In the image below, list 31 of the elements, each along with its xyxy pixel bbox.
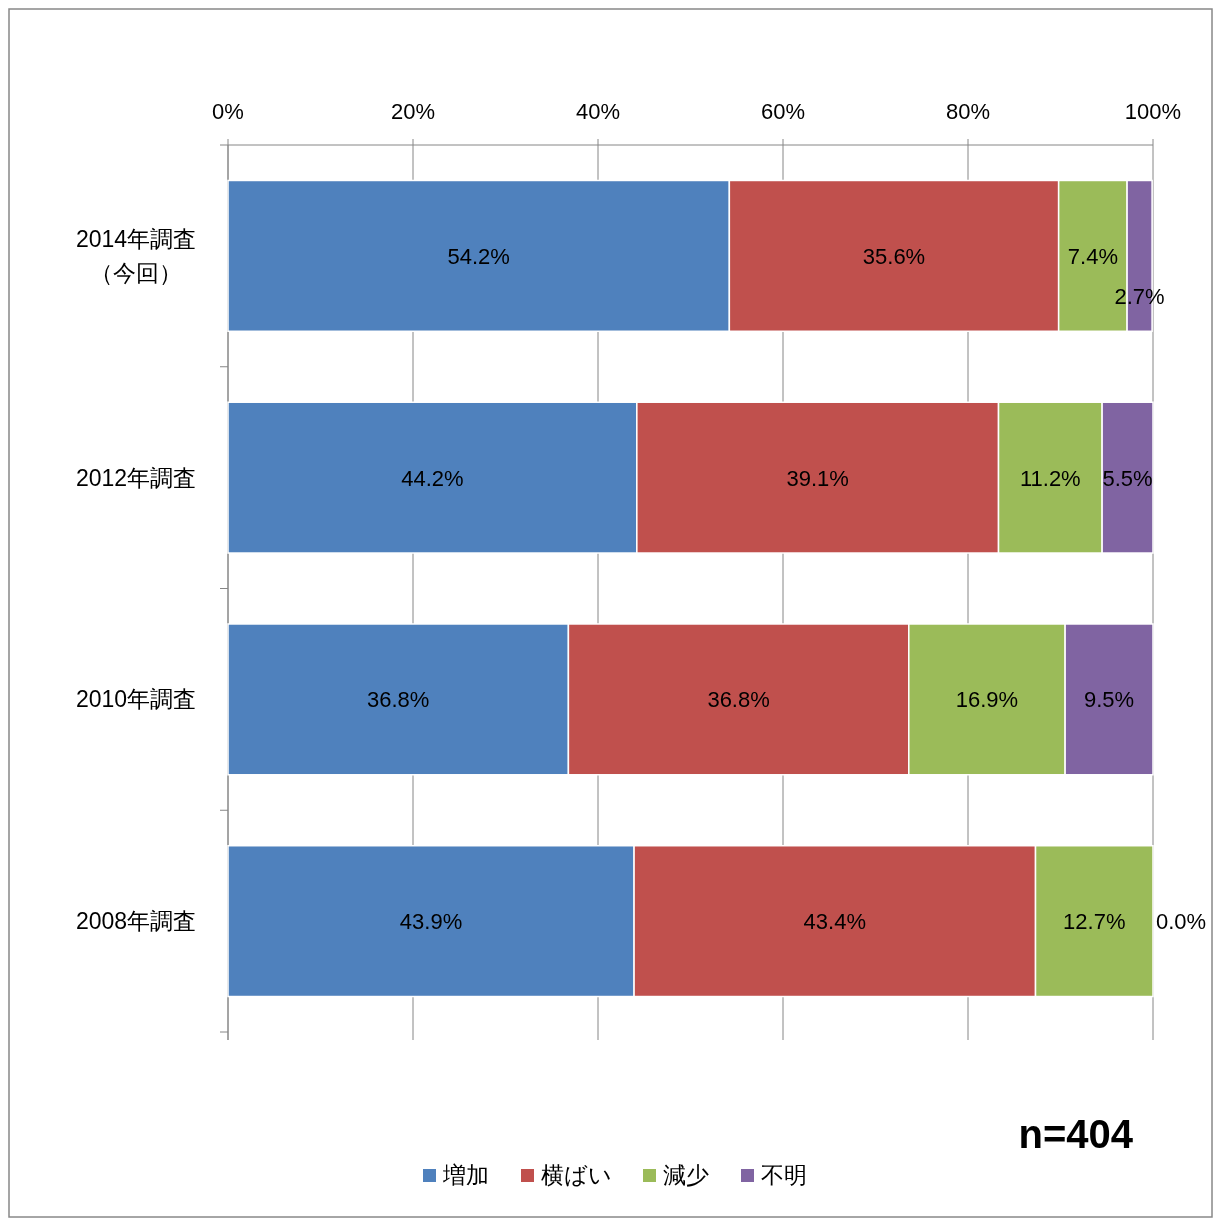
y-tick-label: 2014年調査（今回） [75, 225, 197, 286]
y-tick-label: 2008年調査 [75, 908, 197, 935]
x-tick-label: 0% [212, 99, 244, 124]
data-label: 36.8% [707, 687, 770, 713]
x-tick-label: 60% [760, 99, 806, 124]
data-label: 7.4% [1067, 243, 1118, 269]
data-label: 43.4% [803, 909, 866, 935]
x-tick-label: 100% [1124, 99, 1182, 124]
x-tick-label: 80% [945, 99, 991, 124]
data-label: 5.5% [1102, 465, 1153, 491]
data-label: 11.2% [1019, 465, 1081, 491]
data-label: 2.7% [1114, 283, 1165, 309]
data-label: 54.2% [447, 243, 510, 269]
data-label: 43.9% [399, 909, 463, 935]
data-label: 36.8% [367, 687, 430, 713]
legend-label: 横ばい [541, 1162, 612, 1188]
x-tick-label: 20% [390, 99, 436, 124]
data-label: 39.1% [786, 465, 849, 491]
y-tick-label: 2012年調査 [75, 464, 197, 491]
data-label: 12.7% [1063, 909, 1126, 935]
data-label: 44.2% [401, 465, 464, 491]
legend-label: 増加 [442, 1162, 489, 1188]
data-label: 35.6% [862, 243, 926, 269]
x-tick-label: 40% [575, 99, 621, 124]
legend-label: 減少 [663, 1162, 709, 1188]
y-tick-label: 2010年調査 [75, 686, 197, 713]
data-label: 16.9% [955, 687, 1019, 713]
data-label: 9.5% [1083, 687, 1135, 713]
data-label: 0.0% [1156, 909, 1207, 935]
legend-label: 不明 [761, 1162, 807, 1188]
text: n=404 [1018, 1112, 1134, 1156]
